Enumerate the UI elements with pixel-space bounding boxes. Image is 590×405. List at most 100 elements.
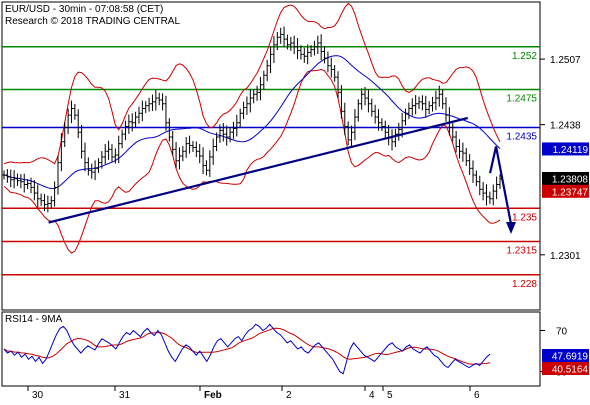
price-bar bbox=[390, 129, 394, 151]
price-bar bbox=[356, 99, 360, 122]
price-bar bbox=[393, 128, 398, 147]
level-label-0: 1.252 bbox=[512, 51, 537, 62]
price-bar bbox=[457, 139, 462, 159]
rsi-value-label-1: 40.5164 bbox=[552, 365, 589, 376]
rsi-ma-line bbox=[3, 327, 491, 365]
price-bar bbox=[46, 195, 50, 213]
price-bar bbox=[228, 127, 232, 143]
price-bar bbox=[204, 160, 209, 176]
price-bar bbox=[495, 176, 499, 200]
price-bar bbox=[238, 108, 242, 128]
moving-average-line bbox=[3, 55, 501, 190]
price-bar bbox=[140, 100, 144, 122]
price-bar bbox=[93, 160, 97, 181]
price-bar bbox=[407, 102, 411, 120]
price-bar bbox=[478, 175, 482, 196]
price-bar bbox=[319, 34, 323, 61]
price-bar bbox=[198, 143, 202, 164]
price-bar bbox=[29, 177, 33, 194]
price-bar bbox=[127, 114, 131, 134]
price-bar bbox=[137, 106, 141, 124]
price-label-0: 1.24119 bbox=[553, 145, 589, 156]
price-bar bbox=[110, 144, 114, 163]
price-bar bbox=[19, 174, 23, 189]
price-bar bbox=[113, 148, 117, 164]
price-bar bbox=[150, 94, 155, 112]
price-bar bbox=[437, 85, 441, 107]
horizontal-levels bbox=[2, 46, 540, 276]
price-bar bbox=[414, 95, 418, 115]
price-bar bbox=[214, 132, 219, 152]
price-bar bbox=[245, 96, 249, 115]
price-bar bbox=[241, 101, 246, 120]
price-bar bbox=[5, 169, 9, 183]
price-bar bbox=[9, 169, 13, 188]
price-bar bbox=[333, 64, 337, 82]
price-bar bbox=[100, 151, 104, 169]
x-tick-label-4: 4 bbox=[369, 390, 375, 400]
level-label-4: 1.2315 bbox=[506, 246, 537, 257]
price-bar bbox=[73, 103, 77, 120]
price-bar bbox=[349, 125, 354, 147]
price-bar bbox=[302, 47, 306, 63]
y-tick-label-0: 1.2507 bbox=[550, 55, 581, 66]
price-bar bbox=[491, 184, 495, 206]
price-bar bbox=[69, 100, 74, 124]
price-bar bbox=[32, 180, 36, 201]
price-bar bbox=[424, 95, 428, 118]
x-tick-label-3: 2 bbox=[286, 390, 292, 400]
bollinger-bands bbox=[3, 2, 501, 254]
price-bar bbox=[417, 96, 421, 109]
rsi-panel-frame bbox=[1, 311, 541, 387]
price-bar bbox=[201, 147, 205, 175]
rsi-line bbox=[3, 323, 491, 375]
price-bar bbox=[380, 118, 384, 132]
price-bar bbox=[434, 90, 438, 111]
rsi-value-box-1 bbox=[542, 362, 589, 375]
price-bar bbox=[309, 45, 313, 58]
price-bar bbox=[488, 191, 492, 204]
price-bar bbox=[56, 155, 60, 195]
price-bar bbox=[289, 37, 293, 51]
price-bar bbox=[279, 27, 283, 44]
price-bar bbox=[174, 142, 178, 169]
price-bar bbox=[76, 109, 80, 139]
y-axis-ticks: 1.2507 1.2438 1.2301 bbox=[540, 55, 581, 262]
price-bar bbox=[285, 34, 290, 50]
forecast-line bbox=[489, 146, 513, 225]
main-panel-frame bbox=[1, 1, 541, 311]
lower-band bbox=[3, 68, 501, 254]
price-bar bbox=[12, 170, 16, 189]
level-label-1: 1.2475 bbox=[506, 94, 537, 105]
price-bar bbox=[461, 142, 465, 162]
price-bar bbox=[481, 181, 485, 201]
price-bar bbox=[59, 133, 63, 172]
price-bar bbox=[427, 101, 431, 115]
price-bar bbox=[451, 122, 455, 142]
chart-title: EUR/USD - 30min - 07:08:58 (CET) bbox=[5, 4, 163, 15]
upper-band bbox=[3, 2, 501, 165]
forecast-arrowhead bbox=[506, 222, 516, 234]
price-bar bbox=[363, 86, 367, 106]
price-bar bbox=[299, 45, 303, 60]
x-tick-label-2: Feb bbox=[204, 390, 222, 400]
price-bar bbox=[49, 196, 53, 209]
price-bar bbox=[235, 114, 239, 137]
y-tick-label-2: 1.2301 bbox=[550, 251, 581, 262]
price-bar bbox=[83, 142, 87, 172]
price-bar bbox=[272, 36, 276, 64]
price-bar bbox=[106, 140, 111, 160]
y-tick-label-1: 1.2438 bbox=[550, 121, 581, 132]
price-bar bbox=[262, 70, 266, 90]
price-bar bbox=[160, 93, 165, 111]
price-bar bbox=[258, 76, 263, 101]
level-label-5: 1.228 bbox=[512, 279, 537, 290]
price-label-box-2 bbox=[542, 184, 589, 198]
price-bar bbox=[366, 89, 371, 113]
price-bar bbox=[164, 95, 168, 131]
moving-average bbox=[3, 55, 501, 190]
price-bar bbox=[292, 35, 296, 55]
